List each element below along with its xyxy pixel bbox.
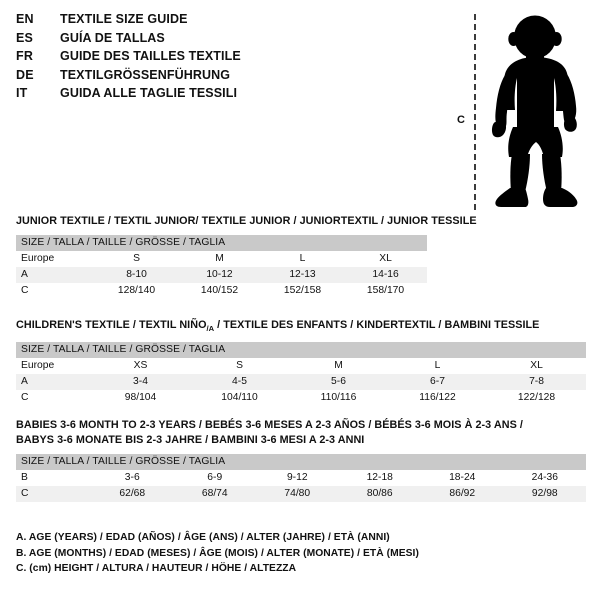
- guide-title-en: TEXTILE SIZE GUIDE: [60, 12, 188, 26]
- row-label: B: [16, 470, 91, 486]
- row-label: C: [16, 283, 95, 299]
- measurement-key-legend: A. AGE (YEARS) / EDAD (AÑOS) / ÂGE (ANS)…: [16, 530, 536, 577]
- cell: L: [261, 251, 344, 267]
- section-title-children-pre: CHILDREN'S TEXTILE / TEXTIL NIÑO: [16, 319, 207, 331]
- cell: 3-6: [91, 470, 174, 486]
- table-row: Europe S M L XL: [16, 251, 428, 267]
- height-dashed-line: [474, 14, 476, 210]
- cell: L: [388, 358, 487, 375]
- band-header-label: SIZE / TALLA / TAILLE / GRÖSSE / TAGLIA: [16, 235, 428, 251]
- table-row: C 62/68 68/74 74/80 80/86 86/92 92/98: [16, 486, 587, 502]
- toddler-silhouette-icon: [491, 15, 578, 207]
- cell: 8-10: [95, 267, 178, 283]
- section-title-junior: JUNIOR TEXTILE / TEXTIL JUNIOR/ TEXTILE …: [16, 215, 477, 227]
- table-row: A 3-4 4-5 5-6 6-7 7-8: [16, 374, 587, 391]
- height-label-c: C: [457, 114, 465, 126]
- language-code-de: DE: [16, 67, 34, 82]
- section-junior-textile: JUNIOR TEXTILE / TEXTIL JUNIOR/ TEXTILE …: [16, 214, 477, 299]
- table-band-header-row: SIZE / TALLA / TAILLE / GRÖSSE / TAGLIA: [16, 454, 587, 470]
- cell: XS: [91, 358, 190, 375]
- table-row: C 128/140 140/152 152/158 158/170: [16, 283, 428, 299]
- cell: 9-12: [256, 470, 339, 486]
- row-label: Europe: [16, 251, 95, 267]
- cell: 6-7: [388, 374, 487, 391]
- cell: 4-5: [190, 374, 289, 391]
- guide-title-fr: GUIDE DES TAILLES TEXTILE: [60, 49, 241, 63]
- cell: XL: [487, 358, 587, 375]
- cell: XL: [344, 251, 428, 267]
- children-size-table: SIZE / TALLA / TAILLE / GRÖSSE / TAGLIA …: [16, 342, 587, 407]
- cell: 86/92: [421, 486, 504, 502]
- cell: 80/86: [338, 486, 421, 502]
- cell: 3-4: [91, 374, 190, 391]
- legend-line-a: A. AGE (YEARS) / EDAD (AÑOS) / ÂGE (ANS)…: [16, 532, 390, 543]
- cell: 62/68: [91, 486, 174, 502]
- language-row: IT GUIDA ALLE TAGLIE TESSILI: [16, 86, 436, 105]
- table-band-header-row: SIZE / TALLA / TAILLE / GRÖSSE / TAGLIA: [16, 342, 587, 359]
- table-row: A 8-10 10-12 12-13 14-16: [16, 267, 428, 283]
- language-code-it: IT: [16, 86, 28, 100]
- cell: 116/122: [388, 390, 487, 407]
- cell: 140/152: [178, 283, 261, 299]
- babies-size-table: SIZE / TALLA / TAILLE / GRÖSSE / TAGLIA …: [16, 454, 587, 502]
- cell: 92/98: [503, 486, 587, 502]
- language-row: DE TEXTILGRÖSSENFÜHRUNG: [16, 68, 436, 87]
- language-legend: EN TEXTILE SIZE GUIDE ES GUÍA DE TALLAS …: [16, 12, 436, 105]
- section-title-children-post: / TEXTILE DES ENFANTS / KINDERTEXTIL / B…: [214, 319, 540, 331]
- legend-line-b: B. AGE (MONTHS) / EDAD (MESES) / ÂGE (MO…: [16, 547, 419, 559]
- cell: 14-16: [344, 267, 428, 283]
- row-label: A: [16, 267, 95, 283]
- cell: M: [178, 251, 261, 267]
- cell: 6-9: [173, 470, 256, 486]
- band-header-label: SIZE / TALLA / TAILLE / GRÖSSE / TAGLIA: [16, 454, 587, 470]
- row-label: Europe: [16, 358, 91, 375]
- cell: 104/110: [190, 390, 289, 407]
- cell: 18-24: [421, 470, 504, 486]
- section-title-children: CHILDREN'S TEXTILE / TEXTIL NIÑO/A / TEX…: [16, 318, 586, 336]
- section-title-children-sub: /A: [206, 324, 215, 334]
- language-row: FR GUIDE DES TAILLES TEXTILE: [16, 49, 436, 68]
- language-code-es: ES: [16, 30, 34, 45]
- cell: 24-36: [503, 470, 587, 486]
- row-label: C: [16, 486, 91, 502]
- cell: 12-18: [338, 470, 421, 486]
- cell: 7-8: [487, 374, 587, 391]
- language-row: ES GUÍA DE TALLAS: [16, 31, 436, 50]
- language-code-en: EN: [16, 12, 34, 26]
- cell: 110/116: [289, 390, 388, 407]
- section-title-babies-line2: BABYS 3-6 MONATE BIS 2-3 JAHRE / BAMBINI…: [16, 434, 365, 446]
- cell: 128/140: [95, 283, 178, 299]
- band-header-label: SIZE / TALLA / TAILLE / GRÖSSE / TAGLIA: [16, 342, 587, 359]
- table-row: C 98/104 104/110 110/116 116/122 122/128: [16, 390, 587, 407]
- table-band-header-row: SIZE / TALLA / TAILLE / GRÖSSE / TAGLIA: [16, 235, 428, 251]
- cell: 10-12: [178, 267, 261, 283]
- height-measurement-figure: C: [452, 10, 592, 210]
- guide-title-es: GUÍA DE TALLAS: [60, 30, 165, 45]
- cell: 74/80: [256, 486, 339, 502]
- section-babies-textile: BABIES 3-6 MONTH TO 2-3 YEARS / BEBÉS 3-…: [16, 418, 587, 502]
- row-label: A: [16, 374, 91, 391]
- cell: S: [95, 251, 178, 267]
- cell: S: [190, 358, 289, 375]
- cell: 68/74: [173, 486, 256, 502]
- language-row: EN TEXTILE SIZE GUIDE: [16, 12, 436, 31]
- cell: 122/128: [487, 390, 587, 407]
- cell: 152/158: [261, 283, 344, 299]
- cell: M: [289, 358, 388, 375]
- guide-title-it: GUIDA ALLE TAGLIE TESSILI: [60, 86, 238, 100]
- section-title-babies-line1: BABIES 3-6 MONTH TO 2-3 YEARS / BEBÉS 3-…: [16, 419, 523, 431]
- cell: 158/170: [344, 283, 428, 299]
- table-row: Europe XS S M L XL: [16, 358, 587, 375]
- cell: 5-6: [289, 374, 388, 391]
- cell: 98/104: [91, 390, 190, 407]
- row-label: C: [16, 390, 91, 407]
- section-children-textile: CHILDREN'S TEXTILE / TEXTIL NIÑO/A / TEX…: [16, 318, 587, 407]
- cell: 12-13: [261, 267, 344, 283]
- guide-title-de: TEXTILGRÖSSENFÜHRUNG: [60, 67, 231, 82]
- table-row: B 3-6 6-9 9-12 12-18 18-24 24-36: [16, 470, 587, 486]
- legend-line-c: C. (cm) HEIGHT / ALTURA / HAUTEUR / HÖHE…: [16, 563, 297, 574]
- junior-size-table: SIZE / TALLA / TAILLE / GRÖSSE / TAGLIA …: [16, 235, 428, 299]
- language-code-fr: FR: [16, 49, 34, 63]
